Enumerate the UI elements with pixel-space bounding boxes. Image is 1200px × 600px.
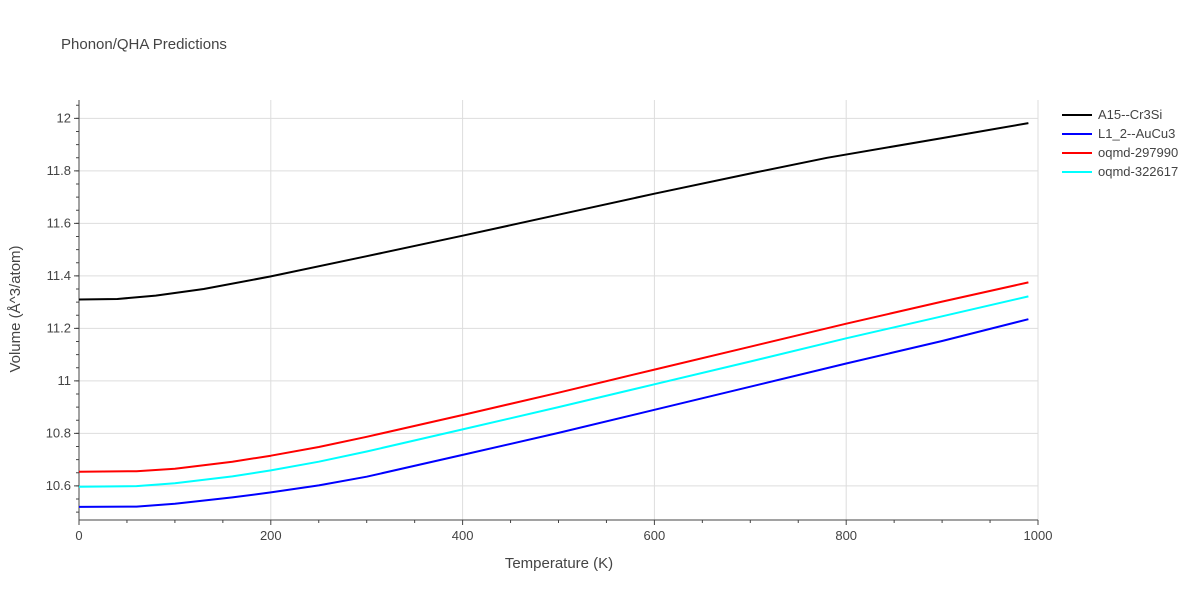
x-tick-label: 0 (75, 528, 82, 543)
series-line (78, 122, 1029, 301)
grid (79, 100, 1039, 520)
series-line (78, 295, 1029, 488)
y-tick-label: 10.6 (46, 478, 71, 493)
y-tick-label: 11.4 (47, 268, 71, 283)
y-tick-label: 11.8 (47, 163, 71, 178)
y-tick-label: 10.8 (46, 425, 71, 440)
axes (74, 100, 1039, 525)
series-line (78, 281, 1029, 473)
x-tick-label: 200 (260, 528, 282, 543)
legend[interactable]: A15--Cr3Si L1_2--AuCu3 oqmd-297990 oqmd-322… (1062, 107, 1178, 179)
series-line (78, 318, 1029, 508)
y-tick-label: 12 (57, 110, 71, 125)
x-tick-labels: 0 200 400 600 800 1000 (75, 528, 1052, 543)
y-tick-labels: 10.6 10.8 11 11.2 11.4 11.6 11.8 12 (46, 110, 71, 493)
chart-title: Phonon/QHA Predictions (61, 36, 227, 53)
legend-label: A15--Cr3Si (1098, 107, 1162, 122)
x-tick-label: 600 (644, 528, 666, 543)
x-tick-label: 400 (452, 528, 474, 543)
legend-label: oqmd-297990 (1098, 145, 1178, 160)
x-tick-label: 1000 (1024, 528, 1053, 543)
x-tick-label: 800 (835, 528, 857, 543)
legend-label: oqmd-322617 (1098, 164, 1178, 179)
y-axis-title: Volume (Å^3/atom) (7, 245, 24, 372)
y-tick-label: 11 (58, 373, 72, 388)
x-axis-title: Temperature (K) (505, 555, 613, 572)
y-tick-label: 11.6 (47, 215, 71, 230)
series-lines (78, 122, 1029, 508)
legend-label: L1_2--AuCu3 (1098, 126, 1175, 141)
y-tick-label: 11.2 (47, 320, 71, 335)
